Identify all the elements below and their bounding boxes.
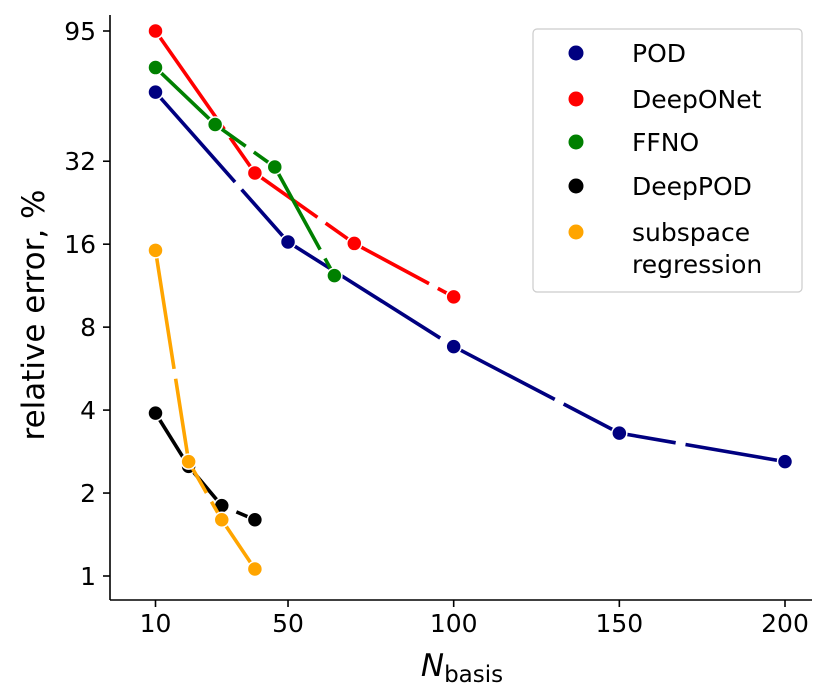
series-0 xyxy=(147,83,794,470)
legend-marker xyxy=(568,224,584,240)
y-tick-label: 2 xyxy=(80,479,96,508)
y-tick-label: 8 xyxy=(80,313,96,342)
data-point xyxy=(246,511,264,529)
series-line xyxy=(154,66,336,277)
data-point xyxy=(147,83,164,101)
data-point xyxy=(147,59,164,76)
axis-titles: Nbasis relative error, % xyxy=(16,190,503,689)
data-point xyxy=(147,404,164,422)
series-line xyxy=(154,29,455,299)
data-point xyxy=(776,453,794,470)
axes: 1 2 4 8 16 32 95 10 50 100 150 200 xyxy=(64,15,812,638)
data-point xyxy=(266,158,284,176)
legend-label: DeepONet xyxy=(632,85,762,114)
legend-marker xyxy=(568,45,584,61)
x-tick-label: 10 xyxy=(140,609,172,638)
data-point xyxy=(213,511,231,529)
legend-box xyxy=(532,28,803,293)
legend-marker xyxy=(568,134,584,150)
data-point xyxy=(180,453,197,470)
series-line xyxy=(153,412,256,522)
legend-marker xyxy=(568,91,584,107)
legend-label: subspace regression xyxy=(632,218,762,279)
data-point xyxy=(326,267,343,284)
series-2 xyxy=(147,59,343,284)
y-tick-label: 16 xyxy=(64,230,96,259)
data-point xyxy=(206,116,224,133)
x-axis-title-main: N xyxy=(421,648,444,684)
data-point xyxy=(147,242,164,259)
data-point xyxy=(279,233,297,251)
series-1 xyxy=(147,22,462,306)
series-layer xyxy=(147,22,794,578)
x-axis-title-subscript: basis xyxy=(444,662,503,688)
data-point xyxy=(445,288,462,306)
x-axis-title: Nbasis xyxy=(421,648,503,688)
legend-label-line: regression xyxy=(632,250,762,279)
legend-label: FFNO xyxy=(632,128,699,157)
series-line xyxy=(153,250,257,571)
x-tick-label: 200 xyxy=(761,609,809,638)
series-4 xyxy=(147,242,264,578)
y-tick-label: 1 xyxy=(80,562,96,591)
data-point xyxy=(445,338,462,355)
legend-label: DeepPOD xyxy=(632,172,752,201)
legend-label-line: subspace xyxy=(632,218,750,247)
y-tick-label: 32 xyxy=(64,147,96,176)
series-3 xyxy=(147,404,264,529)
data-point xyxy=(346,235,363,252)
x-tick-label: 150 xyxy=(595,609,643,638)
legend-marker xyxy=(568,178,584,194)
data-point xyxy=(246,164,264,182)
data-point xyxy=(147,22,164,40)
y-axis-title: relative error, % xyxy=(16,190,52,441)
data-point xyxy=(246,560,264,578)
data-point xyxy=(611,424,628,442)
legend: POD DeepONet FFNO DeepPOD subspace regression xyxy=(532,28,803,293)
legend-label: POD xyxy=(632,39,686,68)
y-tick-label: 4 xyxy=(80,396,96,425)
y-tick-label: 95 xyxy=(64,17,96,46)
x-tick-label: 100 xyxy=(430,609,478,638)
x-tick-label: 50 xyxy=(272,609,304,638)
